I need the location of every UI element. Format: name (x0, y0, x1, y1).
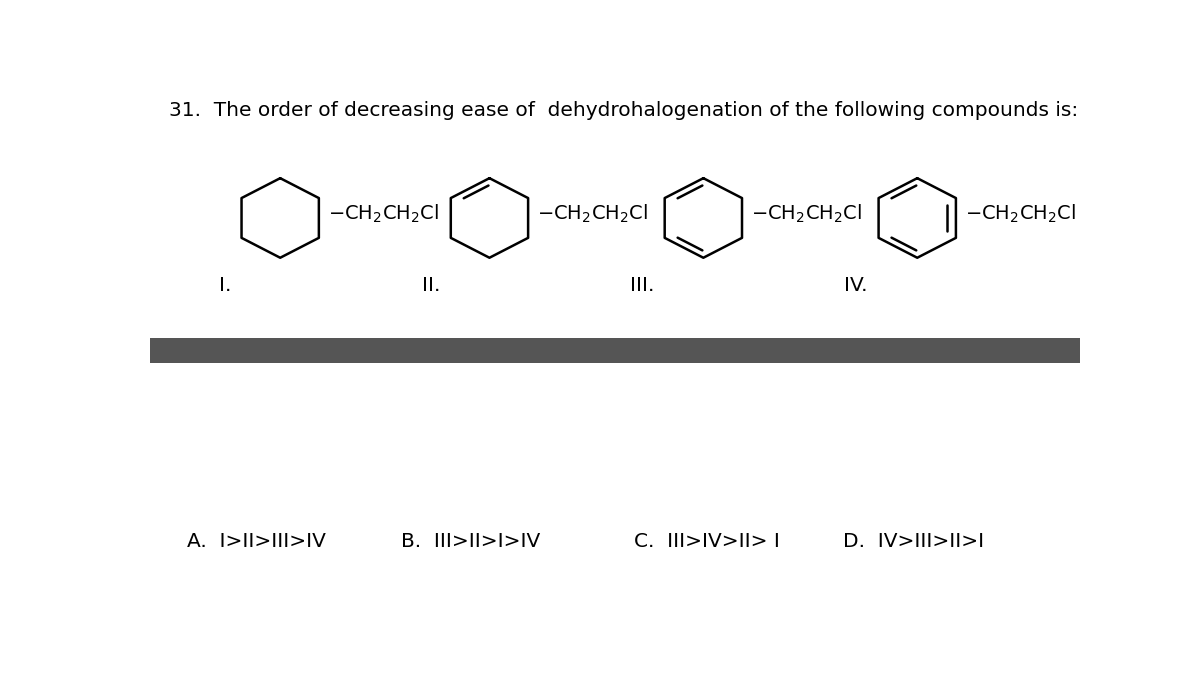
Text: I.: I. (218, 276, 230, 296)
Text: $\mathregular{-CH_2CH_2Cl}$: $\mathregular{-CH_2CH_2Cl}$ (536, 203, 648, 225)
Text: A.  I>II>III>IV: A. I>II>III>IV (187, 532, 326, 551)
Text: II.: II. (421, 276, 440, 296)
Text: $\mathregular{-CH_2CH_2Cl}$: $\mathregular{-CH_2CH_2Cl}$ (751, 203, 862, 225)
Text: 31.  The order of decreasing ease of  dehydrohalogenation of the following compo: 31. The order of decreasing ease of dehy… (168, 101, 1078, 121)
Text: $\mathregular{-CH_2CH_2Cl}$: $\mathregular{-CH_2CH_2Cl}$ (328, 203, 439, 225)
Text: D.  IV>III>II>I: D. IV>III>II>I (842, 532, 984, 551)
Text: III.: III. (630, 276, 654, 296)
Text: B.  III>II>I>IV: B. III>II>I>IV (401, 532, 540, 551)
Text: IV.: IV. (845, 276, 868, 296)
Text: $\mathregular{-CH_2CH_2Cl}$: $\mathregular{-CH_2CH_2Cl}$ (965, 203, 1075, 225)
Text: C.  III>IV>II> I: C. III>IV>II> I (634, 532, 780, 551)
Bar (150, 338, 1080, 363)
